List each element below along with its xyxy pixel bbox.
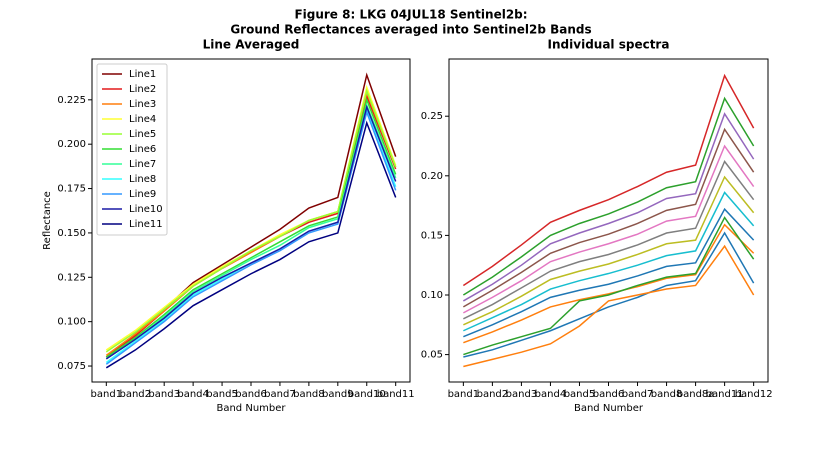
y-tick-label: 0.125 xyxy=(57,272,86,283)
y-tick-label: 0.100 xyxy=(57,317,86,328)
y-tick-label: 0.20 xyxy=(421,171,443,182)
axes-title: Line Averaged xyxy=(203,38,300,52)
legend-label: Line9 xyxy=(129,189,156,200)
x-tick-label: band1 xyxy=(91,389,123,400)
x-tick-label: band8 xyxy=(293,389,325,400)
axes-frame xyxy=(448,58,769,383)
x-tick-label: band5 xyxy=(206,389,238,400)
figure-title: Ground Reflectances averaged into Sentin… xyxy=(230,23,591,37)
legend-label: Line8 xyxy=(129,174,156,185)
x-axis-label: Band Number xyxy=(574,403,644,414)
y-tick-label: 0.150 xyxy=(57,228,86,239)
legend-box xyxy=(96,63,168,236)
y-tick-label: 0.05 xyxy=(421,350,443,361)
x-tick-label: band3 xyxy=(506,389,538,400)
series-line xyxy=(105,120,397,369)
figure-title: Figure 8: LKG 04JUL18 Sentinel2b: xyxy=(294,8,527,22)
legend-label: Line11 xyxy=(129,219,163,230)
series-line xyxy=(463,244,755,368)
x-tick-label: band6 xyxy=(593,389,625,400)
x-tick-label: band7 xyxy=(264,389,296,400)
y-tick-label: 0.200 xyxy=(57,139,86,150)
series-line xyxy=(463,175,755,326)
x-tick-label: band2 xyxy=(119,389,151,400)
x-tick-label: band8 xyxy=(651,389,683,400)
series-line xyxy=(462,127,755,308)
series-line xyxy=(462,112,755,302)
x-tick-label: band12 xyxy=(735,389,773,400)
y-tick-label: 0.175 xyxy=(57,184,86,195)
x-tick-label: band10 xyxy=(348,389,386,400)
y-tick-label: 0.075 xyxy=(57,361,86,372)
y-axis-label: Reflectance xyxy=(42,191,53,250)
legend-label: Line5 xyxy=(129,129,156,140)
series-line xyxy=(463,191,755,332)
legend-label: Line4 xyxy=(129,114,156,125)
series-line xyxy=(462,73,755,287)
series-line xyxy=(462,96,755,296)
legend-label: Line7 xyxy=(129,159,156,170)
series-line xyxy=(105,88,397,353)
legend-label: Line10 xyxy=(129,204,163,215)
y-tick-label: 0.15 xyxy=(421,230,443,241)
series-line xyxy=(463,216,755,356)
x-tick-label: band8a xyxy=(677,389,715,400)
series-line xyxy=(463,160,755,320)
x-tick-label: band11 xyxy=(706,389,744,400)
legend-label: Line1 xyxy=(129,69,156,80)
y-tick-label: 0.10 xyxy=(421,290,443,301)
x-tick-label: band9 xyxy=(322,389,354,400)
x-tick-label: band4 xyxy=(535,389,567,400)
x-tick-label: band6 xyxy=(235,389,267,400)
series-line xyxy=(463,207,755,338)
x-tick-label: band11 xyxy=(377,389,415,400)
legend-label: Line2 xyxy=(129,84,156,95)
series-line xyxy=(463,144,755,314)
x-tick-label: band4 xyxy=(177,389,209,400)
legend-label: Line6 xyxy=(129,144,156,155)
y-tick-label: 0.25 xyxy=(421,111,443,122)
y-tick-label: 0.225 xyxy=(57,95,86,106)
axes-frame xyxy=(91,58,411,383)
x-axis-label: Band Number xyxy=(216,403,286,414)
x-tick-label: band2 xyxy=(477,389,509,400)
x-tick-label: band5 xyxy=(564,389,596,400)
x-tick-label: band7 xyxy=(622,389,654,400)
series-line xyxy=(105,104,397,360)
legend-label: Line3 xyxy=(129,99,156,110)
x-tick-label: band3 xyxy=(148,389,180,400)
x-tick-label: band1 xyxy=(448,389,480,400)
series-line xyxy=(463,223,755,344)
series-line xyxy=(463,231,755,358)
axes-title: Individual spectra xyxy=(548,38,670,52)
